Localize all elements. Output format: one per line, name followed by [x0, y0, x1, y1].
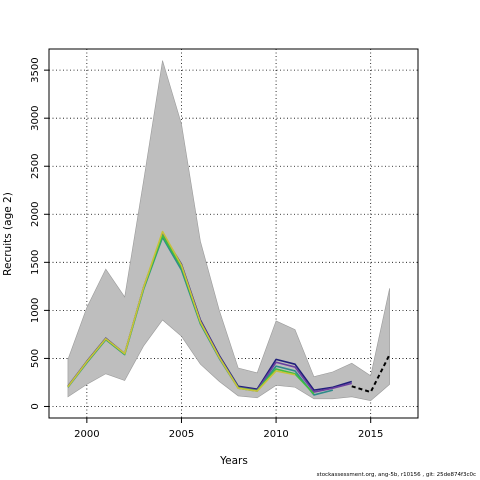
y-tick-label-3000: 3000: [30, 105, 41, 130]
y-axis-title: Recruits (age 2): [2, 192, 14, 276]
y-tick-label-2000: 2000: [30, 202, 41, 227]
x-tick-label-2000: 2000: [74, 429, 99, 440]
y-tick-label-2500: 2500: [30, 154, 41, 179]
y-tick-label-1500: 1500: [30, 250, 41, 275]
x-tick-label-2015: 2015: [358, 429, 383, 440]
y-tick-label-1000: 1000: [30, 298, 41, 323]
y-axis: 0 500 1000 1500 2000 2500 3000 3500: [30, 57, 49, 410]
confidence-band: [67, 60, 390, 402]
y-tick-label-0: 0: [30, 403, 41, 409]
series-lines: [67, 230, 391, 396]
x-tick-label-2005: 2005: [169, 429, 194, 440]
x-tick-label-2010: 2010: [263, 429, 288, 440]
confidence-band-area: [67, 60, 390, 402]
series-line-5: [67, 230, 296, 392]
footer-credit: stockassessment.org, ang-5b, r10156 , gi…: [316, 472, 476, 478]
x-axis-title: Years: [219, 455, 248, 467]
x-axis: 2000 2005 2010 2015: [74, 418, 383, 440]
y-tick-label-500: 500: [30, 349, 41, 368]
y-tick-label-3500: 3500: [30, 57, 41, 82]
plot-frame: [48, 48, 419, 419]
